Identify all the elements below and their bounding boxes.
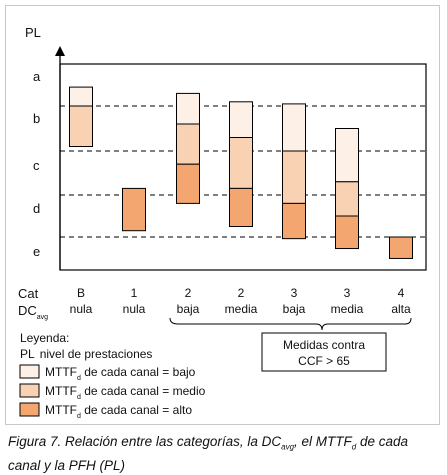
legend-text: de cada canal = alto bbox=[81, 403, 192, 417]
bar-col3-alto bbox=[176, 163, 200, 204]
column-cat-label: 2 bbox=[238, 286, 245, 300]
column-dc-label: baja bbox=[283, 302, 306, 316]
bar-col2-alto bbox=[122, 187, 146, 232]
bar-col4-alto bbox=[229, 187, 253, 227]
bar-col6-alto bbox=[335, 215, 359, 250]
plot-frame bbox=[59, 63, 427, 271]
ccf-box bbox=[261, 332, 387, 372]
bar-col4-bajo bbox=[229, 101, 253, 139]
bar-col5-alto bbox=[282, 202, 306, 240]
legend-swatch-medio bbox=[19, 383, 40, 398]
column-cat-label: 1 bbox=[131, 286, 138, 300]
caption-part2: , el MTTF bbox=[294, 434, 352, 449]
caption-part1: Figura 7. Relación entre las categorías,… bbox=[8, 434, 282, 449]
column-cat-label: 4 bbox=[398, 286, 405, 300]
column-cat-label: B bbox=[77, 286, 85, 300]
legend-swatch-bajo bbox=[19, 364, 40, 379]
caption-part3: de cada canal y la PFH (PL) bbox=[8, 434, 409, 473]
column-dc-label: nula bbox=[70, 302, 93, 316]
column-cat-label: 2 bbox=[185, 286, 192, 300]
bar-col4-medio bbox=[229, 137, 253, 189]
figure-caption: Figura 7. Relación entre las categorías,… bbox=[8, 433, 440, 475]
bar-col5-bajo bbox=[282, 103, 306, 152]
bar-col5-medio bbox=[282, 150, 306, 204]
column-dc-label: baja bbox=[177, 302, 200, 316]
dc-header: DCavg bbox=[18, 303, 48, 321]
caption-sub1: avg bbox=[281, 442, 295, 452]
bar-col3-bajo bbox=[176, 92, 200, 125]
column-dc-label: nula bbox=[123, 302, 146, 316]
level-label-d: d bbox=[33, 201, 40, 216]
ccf-brace bbox=[169, 317, 412, 331]
legend-mttf: MTTF bbox=[45, 365, 77, 379]
legend-label-medio: MTTFd de cada canal = medio bbox=[45, 384, 206, 401]
caption-sub2: d bbox=[351, 442, 357, 452]
legend-text: de cada canal = bajo bbox=[81, 365, 196, 379]
legend-text: de cada canal = medio bbox=[81, 384, 206, 398]
legend-pl-key: PL bbox=[20, 347, 35, 361]
dc-header-main: DC bbox=[18, 303, 37, 318]
bar-col1-bajo bbox=[69, 86, 93, 107]
bar-col6-bajo bbox=[335, 128, 359, 183]
legend-mttf-sub: d bbox=[77, 413, 81, 420]
dc-header-sub: avg bbox=[37, 314, 48, 321]
legend-swatch-alto bbox=[19, 402, 40, 417]
bar-col3-medio bbox=[176, 123, 200, 165]
column-cat-label: 3 bbox=[344, 286, 351, 300]
y-axis-arrow bbox=[55, 46, 65, 56]
bar-col7-alto bbox=[389, 236, 413, 259]
legend-mttf-sub: d bbox=[77, 394, 81, 401]
legend-pl: PL nivel de prestaciones bbox=[20, 347, 152, 361]
cat-header: Cat bbox=[18, 286, 39, 301]
column-dc-label: alta bbox=[391, 302, 411, 316]
column-dc-label: media bbox=[225, 302, 258, 316]
level-label-a: a bbox=[33, 69, 41, 84]
level-labels: a b c d e bbox=[33, 69, 41, 259]
pl-bars bbox=[69, 86, 413, 259]
level-label-e: e bbox=[33, 244, 40, 259]
column-cat-label: 3 bbox=[291, 286, 298, 300]
legend-mttf: MTTF bbox=[45, 403, 77, 417]
legend-pl-desc: nivel de prestaciones bbox=[40, 347, 153, 361]
legend-mttf-sub: d bbox=[77, 375, 81, 382]
ccf-box-line2: CCF > 65 bbox=[298, 354, 350, 368]
y-axis-title: PL bbox=[25, 25, 41, 40]
legend-mttf: MTTF bbox=[45, 384, 77, 398]
level-label-b: b bbox=[33, 111, 40, 126]
column-dc-label: media bbox=[331, 302, 364, 316]
figure-frame bbox=[5, 5, 440, 425]
ccf-box-line1: Medidas contra bbox=[283, 338, 365, 352]
level-label-c: c bbox=[33, 158, 40, 173]
legend-label-alto: MTTFd de cada canal = alto bbox=[45, 403, 192, 420]
legend: Leyenda: PL nivel de prestaciones MTTFd d… bbox=[19, 331, 206, 420]
bar-col6-medio bbox=[335, 181, 359, 217]
bar-col1-medio bbox=[69, 105, 93, 147]
legend-title: Leyenda: bbox=[20, 331, 69, 345]
legend-label-bajo: MTTFd de cada canal = bajo bbox=[45, 365, 196, 382]
